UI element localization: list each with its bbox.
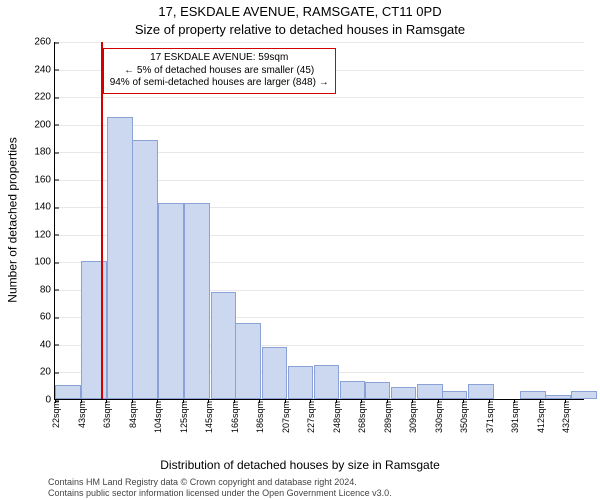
caption-line-2: Contains public sector information licen…: [48, 488, 596, 498]
x-tick-label: 289sqm: [383, 399, 393, 433]
gridline: [55, 42, 584, 43]
x-tick-label: 22sqm: [51, 399, 61, 428]
x-tick-label: 330sqm: [434, 399, 444, 433]
y-tick-label: 160: [34, 174, 55, 185]
x-tick-label: 104sqm: [153, 399, 163, 433]
y-tick-label: 180: [34, 147, 55, 158]
y-tick-label: 120: [34, 229, 55, 240]
x-tick-label: 63sqm: [102, 399, 112, 428]
histogram-bar: [107, 117, 133, 399]
x-tick-label: 412sqm: [536, 399, 546, 433]
histogram-bar: [442, 391, 468, 399]
histogram-bar: [132, 140, 158, 399]
histogram-bar: [468, 384, 494, 399]
x-tick-label: 432sqm: [561, 399, 571, 433]
title-line-2: Size of property relative to detached ho…: [0, 22, 600, 37]
histogram-bar: [55, 385, 81, 399]
x-tick-label: 186sqm: [255, 399, 265, 433]
histogram-bar: [520, 391, 546, 399]
y-tick-label: 80: [40, 284, 55, 295]
chart-container: 17, ESKDALE AVENUE, RAMSGATE, CT11 0PD S…: [0, 0, 600, 500]
y-tick-label: 240: [34, 64, 55, 75]
x-tick-label: 166sqm: [230, 399, 240, 433]
marker-line: [101, 42, 103, 399]
y-tick-label: 40: [40, 339, 55, 350]
x-tick-label: 43sqm: [77, 399, 87, 428]
x-tick-label: 207sqm: [281, 399, 291, 433]
plot-area: 02040608010012014016018020022024026022sq…: [54, 42, 584, 400]
histogram-bar: [184, 203, 210, 399]
x-tick-label: 371sqm: [485, 399, 495, 433]
y-axis-label-wrap: Number of detached properties: [6, 0, 20, 440]
y-tick-label: 20: [40, 367, 55, 378]
x-tick-label: 309sqm: [408, 399, 418, 433]
x-axis-label: Distribution of detached houses by size …: [0, 458, 600, 472]
x-tick-label: 268sqm: [357, 399, 367, 433]
annotation-box: 17 ESKDALE AVENUE: 59sqm ← 5% of detache…: [103, 48, 336, 94]
histogram-bar: [391, 387, 417, 399]
x-tick-label: 125sqm: [179, 399, 189, 433]
histogram-bar: [158, 203, 184, 399]
x-tick-label: 350sqm: [459, 399, 469, 433]
annotation-line-3: 94% of semi-detached houses are larger (…: [110, 77, 329, 90]
y-tick-label: 260: [34, 37, 55, 48]
histogram-bar: [340, 381, 366, 399]
title-line-1: 17, ESKDALE AVENUE, RAMSGATE, CT11 0PD: [0, 4, 600, 19]
histogram-bar: [288, 366, 314, 399]
gridline: [55, 97, 584, 98]
histogram-bar: [235, 323, 261, 399]
histogram-bar: [417, 384, 443, 399]
histogram-bar: [262, 347, 288, 399]
y-tick-label: 200: [34, 119, 55, 130]
y-tick-label: 140: [34, 202, 55, 213]
y-tick-label: 60: [40, 312, 55, 323]
annotation-line-1: 17 ESKDALE AVENUE: 59sqm: [110, 52, 329, 65]
x-tick-label: 227sqm: [306, 399, 316, 433]
y-tick-label: 220: [34, 92, 55, 103]
y-tick-label: 100: [34, 257, 55, 268]
x-tick-label: 391sqm: [510, 399, 520, 433]
histogram-bar: [211, 292, 237, 399]
x-tick-label: 248sqm: [332, 399, 342, 433]
histogram-bar: [314, 365, 340, 399]
histogram-bar: [365, 382, 391, 399]
caption: Contains HM Land Registry data © Crown c…: [48, 477, 596, 498]
histogram-bar: [571, 391, 597, 399]
x-tick-label: 84sqm: [128, 399, 138, 428]
gridline: [55, 125, 584, 126]
y-axis-label: Number of detached properties: [6, 137, 20, 302]
x-tick-label: 145sqm: [204, 399, 214, 433]
caption-line-1: Contains HM Land Registry data © Crown c…: [48, 477, 596, 487]
annotation-line-2: ← 5% of detached houses are smaller (45): [110, 65, 329, 78]
